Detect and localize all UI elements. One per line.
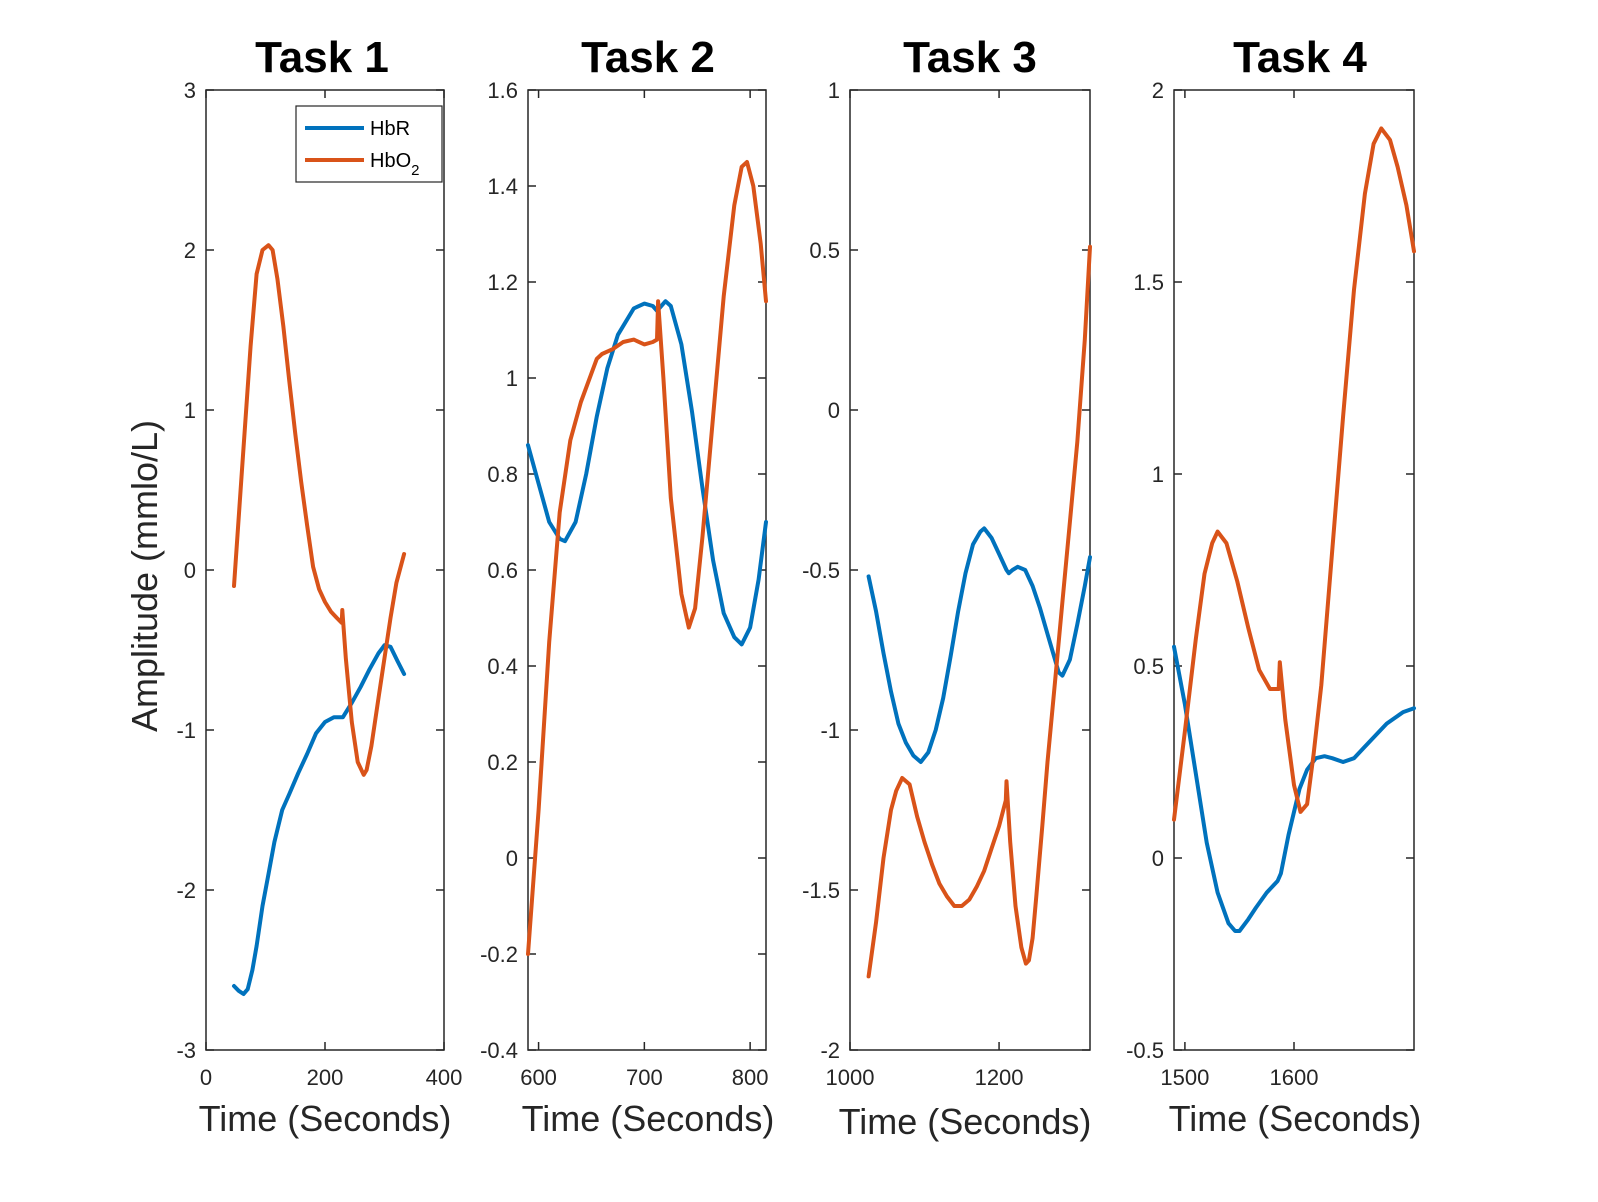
legend-label-hbo2: HbO2	[370, 150, 419, 179]
x-tick-label: 400	[426, 1065, 463, 1090]
legend-label-hbo2-sub: 2	[411, 162, 419, 179]
y-tick-label: -3	[176, 1038, 196, 1063]
series-line-hbo2	[866, 244, 1092, 979]
y-tick-label: 0.5	[1133, 654, 1164, 679]
y-tick-label: -1	[820, 718, 840, 743]
y-tick-label: 0	[828, 398, 840, 423]
x-axis-label: Time (Seconds)	[1169, 1098, 1422, 1139]
y-tick-label: 1	[184, 398, 196, 423]
y-tick-label: 1.2	[487, 270, 518, 295]
x-axis-label: Time (Seconds)	[199, 1098, 452, 1139]
y-tick-label: 3	[184, 78, 196, 103]
y-tick-label: -2	[820, 1038, 840, 1063]
y-tick-label: -0.4	[480, 1038, 518, 1063]
y-tick-label: -2	[176, 878, 196, 903]
x-axis-label: Time (Seconds)	[839, 1101, 1092, 1142]
y-tick-label: -1	[176, 718, 196, 743]
panel-title: Task 2	[581, 33, 715, 82]
x-tick-label: 1500	[1160, 1065, 1209, 1090]
axes-frame	[849, 89, 1091, 1051]
panel-task-1: -3 -2 -1 0 1 2 3 0 200 400 Task 1 Time (Seconds)	[176, 33, 462, 1139]
panel-task-2: -0.4 -0.2 0 0.2 0.4 0.6 0.8 1 1.2 1.4 1.6 600 700 800…	[480, 33, 774, 1139]
y-tick-label: 0.4	[487, 654, 518, 679]
panel-title: Task 1	[255, 33, 389, 82]
series-line-hbo2	[232, 243, 407, 777]
y-tick-label: 0.5	[809, 238, 840, 263]
axes-frame	[1173, 89, 1415, 1051]
y-tick-label: 2	[184, 238, 196, 263]
y-tick-label: 1	[506, 366, 518, 391]
legend: HbR HbO2	[295, 105, 443, 183]
panel-title: Task 4	[1233, 33, 1367, 82]
x-tick-label: 800	[732, 1065, 769, 1090]
y-tick-label: 0	[506, 846, 518, 871]
x-tick-label: 0	[200, 1065, 212, 1090]
legend-box	[295, 105, 443, 183]
y-tick-label: -0.5	[802, 558, 840, 583]
y-tick-label: 1	[828, 78, 840, 103]
y-tick-label: -0.5	[1126, 1038, 1164, 1063]
y-tick-label: 0	[1152, 846, 1164, 871]
y-tick-label: 1	[1152, 462, 1164, 487]
series-line-hbr	[1172, 644, 1416, 933]
y-tick-label: 0	[184, 558, 196, 583]
y-tick-label: 0.8	[487, 462, 518, 487]
y-tick-label: 1.5	[1133, 270, 1164, 295]
series-line-hbo2	[526, 160, 768, 956]
x-tick-label: 1600	[1270, 1065, 1319, 1090]
y-tick-label: -1.5	[802, 878, 840, 903]
panel-task-4: -0.5 0 0.5 1 1.5 2 1500 1600 Task 4 Time (Seconds…	[1126, 33, 1421, 1139]
y-tick-label: 0.6	[487, 558, 518, 583]
y-tick-label: -0.2	[480, 942, 518, 967]
x-tick-label: 1000	[826, 1065, 875, 1090]
y-tick-label: 2	[1152, 78, 1164, 103]
y-tick-label: 0.2	[487, 750, 518, 775]
legend-label-hbr: HbR	[370, 118, 410, 140]
panel-title: Task 3	[903, 33, 1037, 82]
legend-label-hbo2-main: HbO	[370, 150, 411, 172]
y-tick-label: 1.6	[487, 78, 518, 103]
x-axis-label: Time (Seconds)	[522, 1098, 775, 1139]
series-line-hbr	[232, 643, 407, 996]
y-tick-label: 1.4	[487, 174, 518, 199]
axes-frame	[205, 89, 445, 1051]
x-tick-label: 200	[307, 1065, 344, 1090]
x-tick-label: 600	[520, 1065, 557, 1090]
y-axis-label: Amplitude (mmlo/L)	[124, 420, 165, 732]
series-line-hbo2	[1172, 126, 1416, 822]
x-tick-label: 1200	[975, 1065, 1024, 1090]
panel-task-3: -2 -1.5 -1 -0.5 0 0.5 1 1000 1200 Task 3 Time (Sec…	[802, 33, 1092, 1142]
x-tick-label: 700	[626, 1065, 663, 1090]
